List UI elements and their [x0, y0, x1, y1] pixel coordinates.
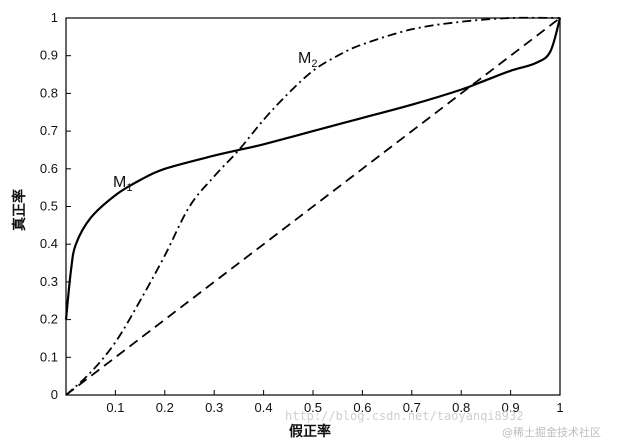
y-tick-label: 0.5	[40, 199, 58, 214]
x-tick-label: 0.6	[353, 400, 371, 415]
x-axis-ticks: 0.1 0.2 0.3 0.4 0.5 0.6 0.7 0.8 0.9 1	[106, 390, 564, 415]
x-tick-label: 0.9	[502, 400, 520, 415]
y-axis-label: 真正率	[11, 189, 28, 231]
y-tick-label: 0.9	[40, 48, 58, 63]
watermark-url: http://blog.csdn.net/taoyanqi8932	[285, 409, 523, 423]
series-line-m1	[64, 17, 562, 320]
x-tick-label: 0.1	[106, 400, 124, 415]
series-line-diagonal	[65, 17, 561, 396]
y-tick-label: 0.2	[40, 312, 58, 327]
series-line-m2	[65, 16, 561, 396]
m2-subscript: 2	[311, 58, 317, 70]
x-axis-label: 假正率	[289, 423, 331, 440]
curve-label-m1: M1	[113, 174, 132, 194]
m2-letter: M	[298, 50, 311, 67]
m1-letter: M	[113, 174, 126, 191]
y-tick-label: 0.4	[40, 236, 58, 251]
x-tick-label: 0.2	[156, 400, 174, 415]
curve-label-m2: M2	[298, 50, 317, 70]
watermark-site: @稀土掘金技术社区	[502, 425, 601, 439]
m1-subscript: 1	[126, 182, 132, 194]
x-tick-label: 0.5	[304, 400, 322, 415]
y-tick-label: 0.8	[40, 85, 58, 100]
x-tick-label: 0.4	[255, 400, 273, 415]
series-group	[64, 16, 562, 396]
y-tick-label: 0.6	[40, 161, 58, 176]
x-tick-label: 0.3	[205, 400, 223, 415]
x-tick-label: 1	[556, 400, 563, 415]
y-tick-label: 0	[51, 387, 58, 402]
x-tick-label: 0.8	[452, 400, 470, 415]
y-axis-ticks: 0 0.1 0.2 0.3 0.4 0.5 0.6 0.7 0.8 0.9 1	[40, 10, 71, 402]
y-tick-label: 1	[51, 10, 58, 25]
y-tick-label: 0.1	[40, 349, 58, 364]
y-tick-label: 0.7	[40, 123, 58, 138]
x-tick-label: 0.7	[403, 400, 421, 415]
y-tick-label: 0.3	[40, 274, 58, 289]
